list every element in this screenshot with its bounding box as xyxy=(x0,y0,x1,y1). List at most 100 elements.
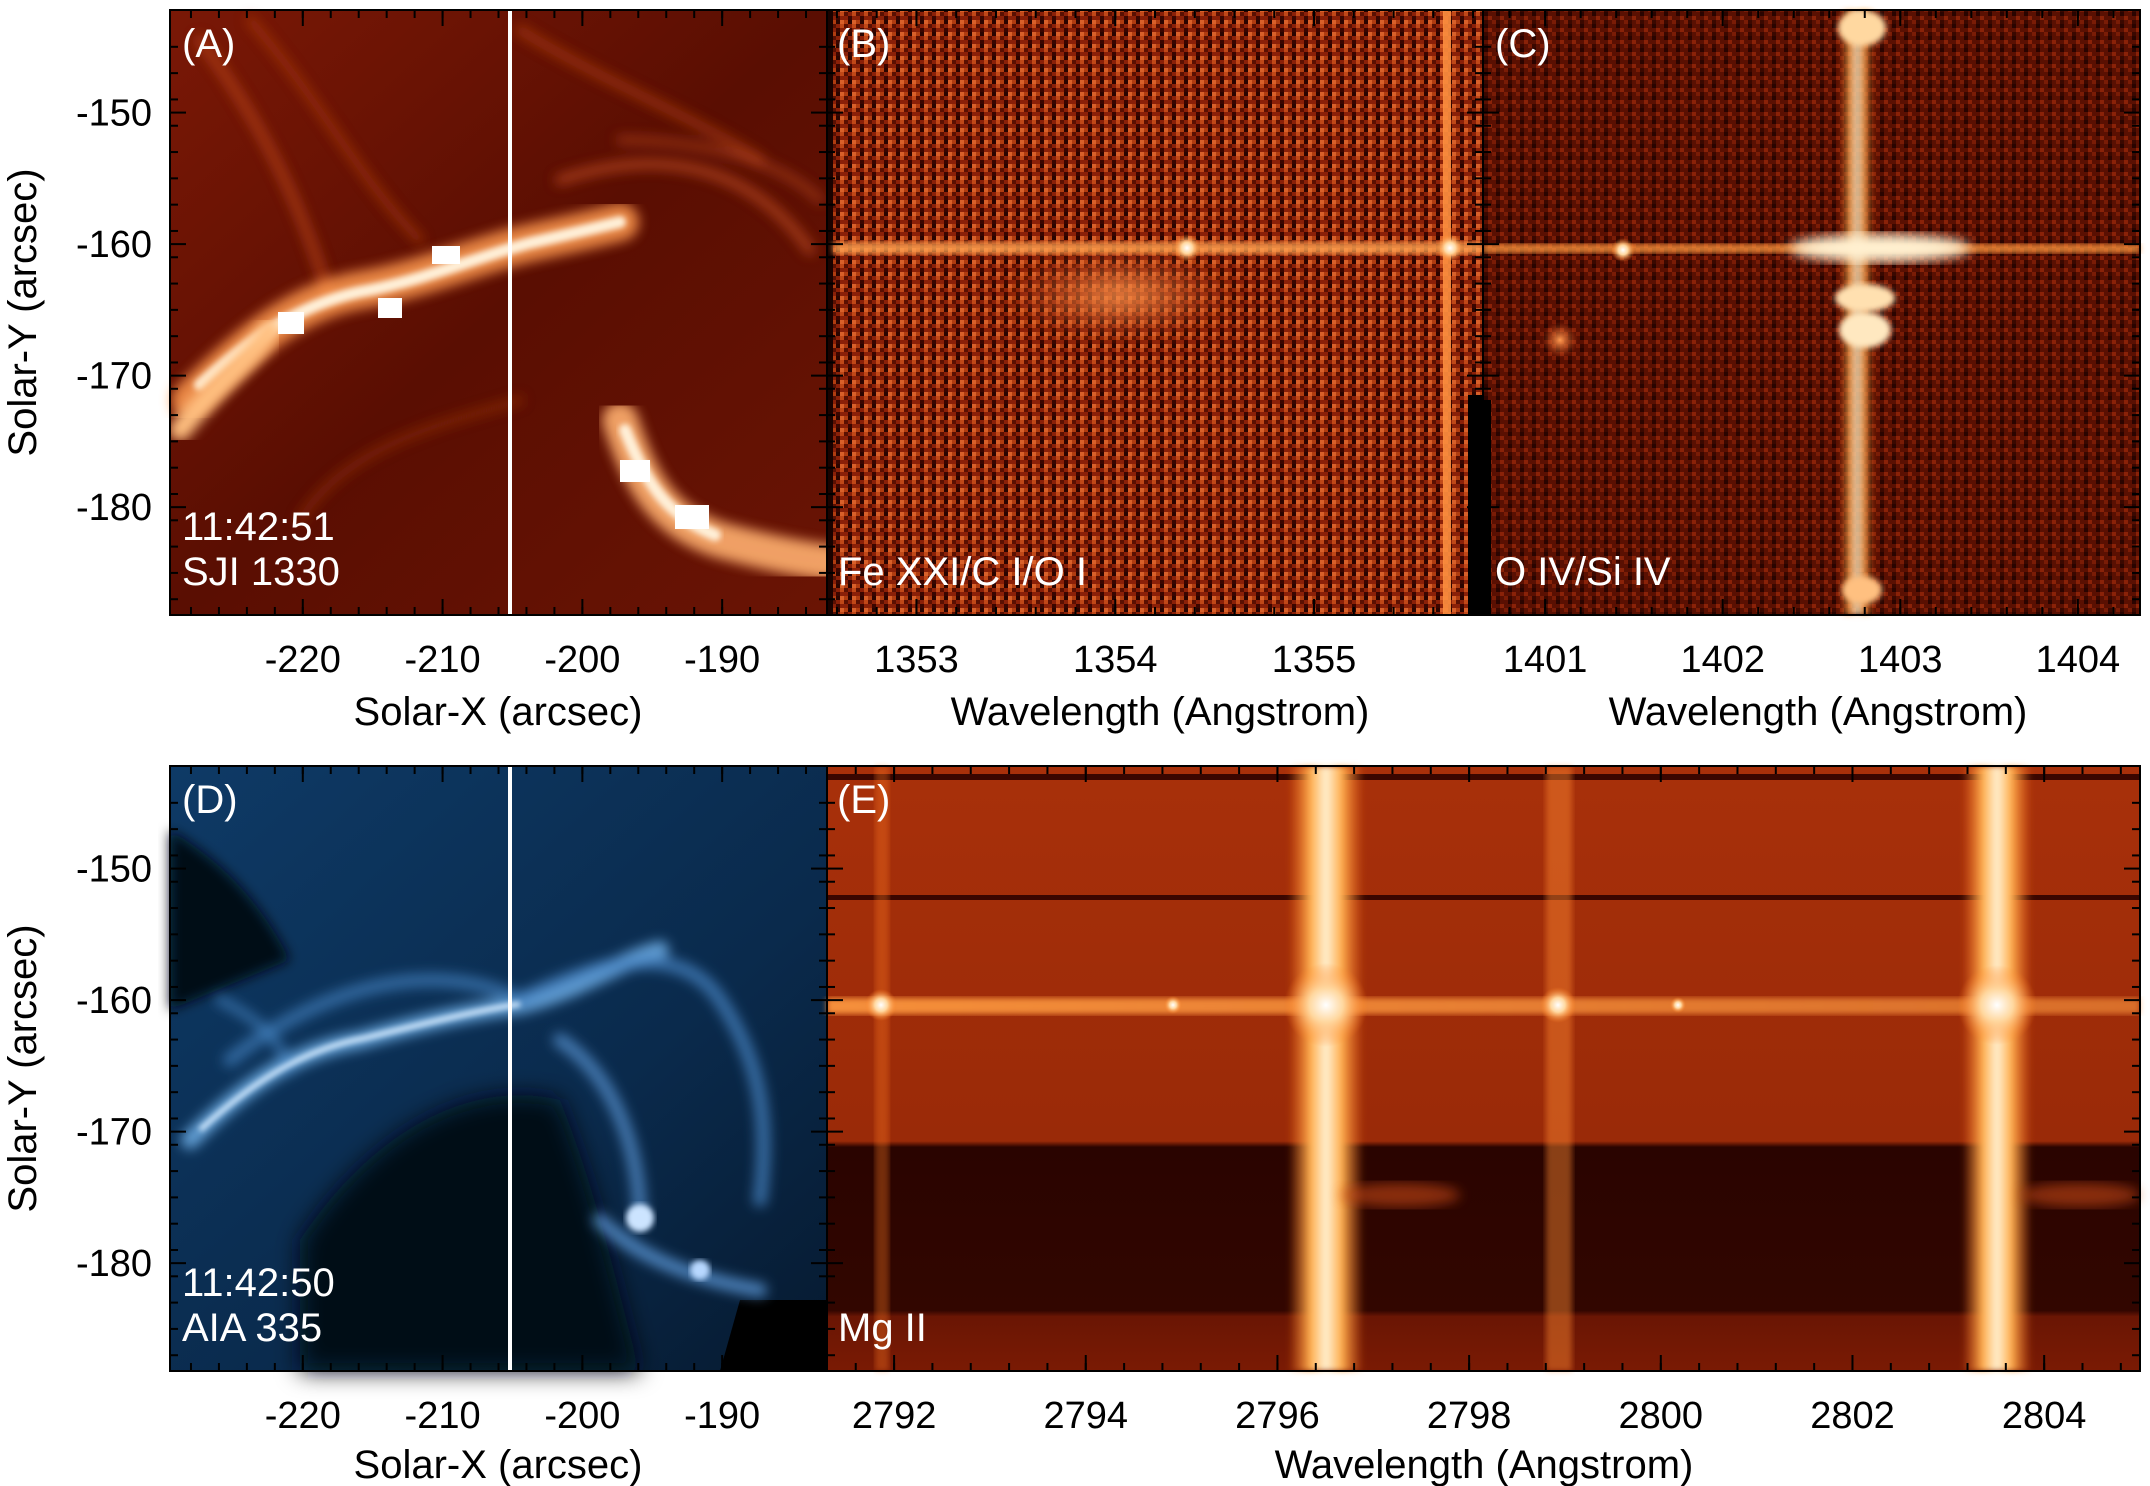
panel-a-xtick-label: -220 xyxy=(265,639,341,681)
panel-e-weak-line-1 xyxy=(875,766,889,1371)
panel-a-xtick-label: -210 xyxy=(405,639,481,681)
panel-c-tag: (C) xyxy=(1495,22,1551,66)
panel-a-xtick-label: -190 xyxy=(684,639,760,681)
panel-a-xlabel: Solar-X (arcsec) xyxy=(354,690,643,734)
panel-e-xtick-label: 2804 xyxy=(2002,1395,2087,1437)
panel-e-spot-4 xyxy=(1670,997,1686,1013)
panel-b-spot-1 xyxy=(1173,234,1201,262)
panel-e-xtick-label: 2802 xyxy=(1810,1395,1895,1437)
panel-d: (D) 11:42:50 AIA 335 xyxy=(169,765,828,1372)
panel-e-xtick-label: 2792 xyxy=(852,1395,937,1437)
panel-a-saturation-3 xyxy=(432,246,460,264)
panel-e-k-line xyxy=(1288,766,1364,1371)
panel-d-xtick-label: -200 xyxy=(544,1395,620,1437)
panel-b-dark-edge xyxy=(1468,395,1483,615)
panel-c-xtick-label: 1401 xyxy=(1503,639,1588,681)
panel-e-line-label: Mg II xyxy=(838,1306,927,1350)
panel-c-si-iv-core xyxy=(1790,234,1970,262)
panel-e-h-line xyxy=(1962,766,2032,1371)
panel-d-dark-corner-1 xyxy=(170,830,290,1010)
panel-e-h-core xyxy=(1957,965,2037,1045)
panel-b-flare-row xyxy=(833,242,1483,254)
panel-a-tag: (A) xyxy=(182,22,235,66)
panel-c-xtick-label: 1404 xyxy=(2036,639,2121,681)
panel-c-si-iv-knot-1 xyxy=(1835,284,1895,312)
panel-e-tag: (E) xyxy=(837,778,890,822)
panel-d-dark-corner-2 xyxy=(720,1300,827,1371)
panel-c-si-iv-bottom xyxy=(1842,576,1882,604)
panel-e-xtick-label: 2796 xyxy=(1235,1395,1320,1437)
panel-e-dark-row-1 xyxy=(827,774,2140,780)
panel-a-loops xyxy=(195,16,824,524)
panel-e-dark-row-2 xyxy=(827,895,2140,900)
panel-a-saturation-2 xyxy=(378,298,402,318)
panel-e-xtick-label: 2798 xyxy=(1427,1395,1512,1437)
panel-c-o-iv-blob xyxy=(1542,322,1578,358)
panel-c-xlabel: Wavelength (Angstrom) xyxy=(1609,690,2028,734)
panel-b-xtick-label: 1353 xyxy=(874,639,959,681)
panel-a-ytick-label: -150 xyxy=(76,93,152,135)
panel-e-xlabel: Wavelength (Angstrom) xyxy=(1275,1443,1694,1486)
panel-c-xtick-label: 1402 xyxy=(1680,639,1765,681)
panel-e-spot-1 xyxy=(865,989,897,1021)
panel-c-xtick-label: 1403 xyxy=(1858,639,1943,681)
panel-a-ytick-label: -160 xyxy=(76,224,152,266)
panel-a-slit xyxy=(508,10,512,615)
panel-d-instrument: AIA 335 xyxy=(182,1306,322,1350)
panel-d-ytick-label: -150 xyxy=(76,849,152,891)
panel-c-spot-1 xyxy=(1611,238,1635,262)
panel-a: (A) 11:42:51 SJI 1330 xyxy=(169,9,845,616)
panel-a-instrument: SJI 1330 xyxy=(182,550,340,594)
panel-e-image xyxy=(827,766,2140,1371)
panel-b-tag: (B) xyxy=(837,22,890,66)
panel-e-k-core xyxy=(1284,963,1368,1047)
panel-c: (C) O IV/Si IV xyxy=(1482,9,2141,616)
panel-d-knot-2 xyxy=(690,1260,710,1280)
panel-c-image xyxy=(1483,10,2140,615)
panel-d-xlabel: Solar-X (arcsec) xyxy=(354,1443,643,1486)
panel-d-slit xyxy=(508,766,512,1371)
panel-e: (E) Mg II xyxy=(826,765,2141,1372)
panel-d-bright-ribbon xyxy=(198,1001,521,1132)
panel-b-spot-2 xyxy=(1436,234,1464,262)
panel-d-xtick-label: -220 xyxy=(265,1395,341,1437)
panel-d-ytick-label: -170 xyxy=(76,1112,152,1154)
panel-e-flare-row xyxy=(827,998,2140,1014)
panel-b: (B) Fe XXI/C I/O I xyxy=(826,9,1484,616)
panel-b-line-label: Fe XXI/C I/O I xyxy=(838,550,1087,594)
panel-b-xtick-label: 1354 xyxy=(1073,639,1158,681)
panel-d-ylabel: Solar-Y (arcsec) xyxy=(1,924,45,1212)
panel-d-ytick-label: -160 xyxy=(76,980,152,1022)
panel-a-xtick-label: -200 xyxy=(544,639,620,681)
panel-a-saturation-1 xyxy=(278,312,304,334)
panel-a-ytick-label: -170 xyxy=(76,356,152,398)
panel-d-ytick-label: -180 xyxy=(76,1243,152,1285)
axes: -220 -210 -200 -190 -150 -160 -170 -180 Solar-X … xyxy=(1,10,2140,1486)
panel-a-saturation-4 xyxy=(620,460,650,482)
panel-b-fe-xxi-blob xyxy=(1000,255,1240,335)
panel-e-subordinate-line xyxy=(1546,766,1572,1371)
panel-d-time: 11:42:50 xyxy=(182,1261,335,1305)
panel-a-ytick-label: -180 xyxy=(76,487,152,529)
panel-e-k-wing xyxy=(1340,1183,1460,1207)
panel-b-dark-strip xyxy=(827,10,833,615)
panel-a-saturation-5 xyxy=(675,505,709,529)
panel-b-continuum xyxy=(1443,10,1451,615)
panel-e-spot-3 xyxy=(1164,996,1182,1014)
panel-e-xtick-label: 2800 xyxy=(1619,1395,1704,1437)
panel-d-tag: (D) xyxy=(182,778,238,822)
panel-a-time: 11:42:51 xyxy=(182,505,335,549)
panel-a-ylabel: Solar-Y (arcsec) xyxy=(1,168,45,456)
panel-c-si-iv-top xyxy=(1838,10,1886,46)
panel-d-xtick-label: -190 xyxy=(684,1395,760,1437)
panel-e-xtick-label: 2794 xyxy=(1043,1395,1128,1437)
panel-d-xtick-label: -210 xyxy=(405,1395,481,1437)
panel-d-dark-region xyxy=(300,1095,640,1371)
panel-e-h-wing xyxy=(2020,1183,2140,1207)
panel-c-line-label: O IV/Si IV xyxy=(1495,550,1671,594)
panel-b-xlabel: Wavelength (Angstrom) xyxy=(951,690,1370,734)
panel-c-si-iv-knot-2 xyxy=(1839,312,1891,348)
panel-e-spot-2 xyxy=(1540,987,1576,1023)
panel-d-knot-1 xyxy=(626,1204,654,1232)
